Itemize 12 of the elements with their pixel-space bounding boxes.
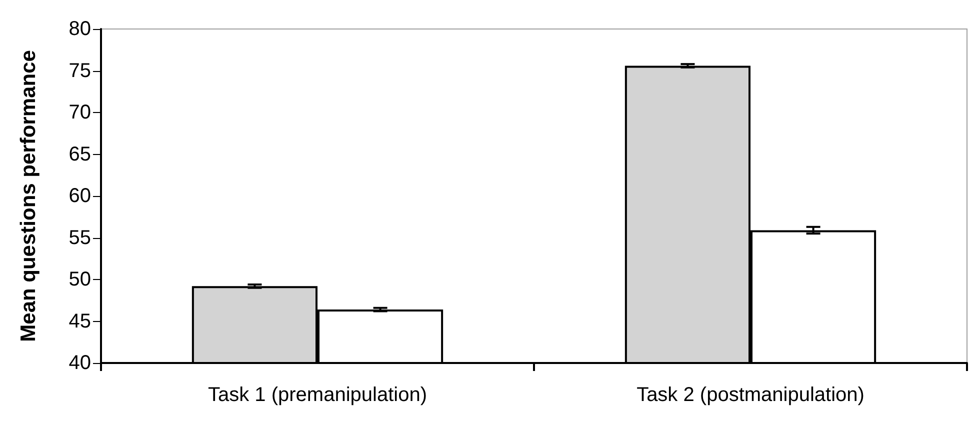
y-tick-label: 60	[68, 185, 91, 207]
y-tick-label: 70	[68, 102, 91, 124]
x-tick-label: Task 1 (premanipulation)	[208, 384, 427, 406]
y-tick-label: 50	[68, 268, 91, 290]
y-tick-label: 40	[68, 352, 91, 374]
y-tick-label: 45	[68, 310, 91, 332]
y-tick-label: 55	[68, 226, 91, 249]
y-axis-title: Mean questions performance	[17, 50, 40, 342]
y-tick-label: 80	[68, 18, 91, 40]
x-tick-label: Task 2 (postmanipulation)	[636, 384, 864, 406]
y-tick-label: 75	[68, 60, 91, 82]
y-tick-label: 65	[68, 143, 91, 166]
